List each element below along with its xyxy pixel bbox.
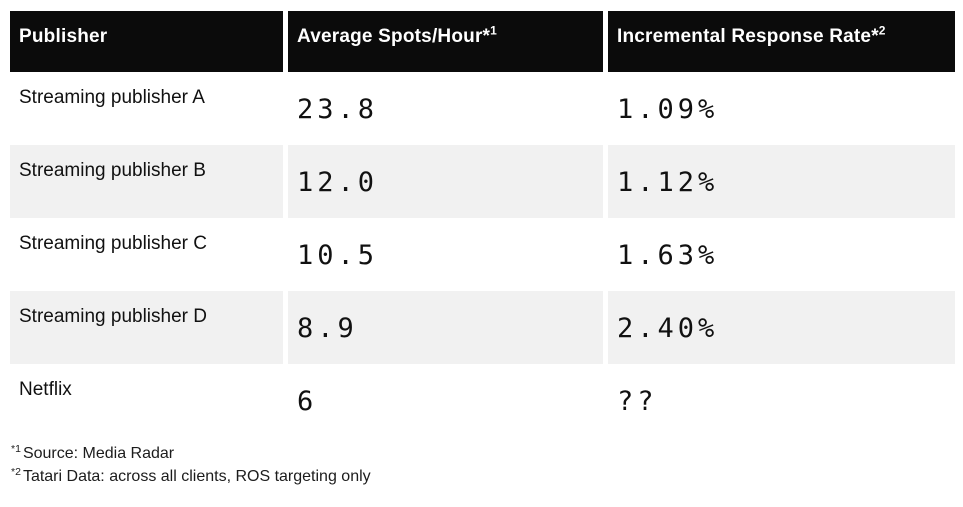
footnote-ref-1: 1 <box>490 23 498 38</box>
spots-per-hour-value: 6 <box>297 386 318 417</box>
response-rate-value: 1.63% <box>617 240 719 271</box>
table-row-netflix-spots: 6 <box>288 364 603 437</box>
spots-per-hour-value: 8.9 <box>297 313 358 344</box>
footnote-tatari-data: *2 Tatari Data: across all clients, ROS t… <box>11 465 371 488</box>
table-row-publisher-a-name: Streaming publisher A <box>10 72 283 145</box>
table-row-publisher-c-name: Streaming publisher C <box>10 218 283 291</box>
header-cell-response-rate: Incremental Response Rate*2 <box>608 11 955 72</box>
response-rate-value: ?? <box>617 386 658 417</box>
table-row-publisher-d-rate: 2.40% <box>608 291 955 364</box>
column-header-label: Publisher <box>19 25 108 47</box>
spots-per-hour-value: 23.8 <box>297 94 379 125</box>
footnotes: *1 Source: Media Radar *2 Tatari Data: acr… <box>11 442 371 488</box>
footnote-text: Tatari Data: across all clients, ROS tar… <box>22 468 371 485</box>
publisher-comparison-table: Publisher Average Spots/Hour*1 Increment… <box>10 11 955 437</box>
table-row-publisher-b-name: Streaming publisher B <box>10 145 283 218</box>
publisher-name: Netflix <box>19 378 72 400</box>
response-rate-value: 1.12% <box>617 167 719 198</box>
table-row-publisher-d-spots: 8.9 <box>288 291 603 364</box>
footnote-marker-1: *1 <box>11 442 21 455</box>
spots-per-hour-value: 10.5 <box>297 240 379 271</box>
footnote-text: Source: Media Radar <box>22 445 175 462</box>
table-row-publisher-a-spots: 23.8 <box>288 72 603 145</box>
table-row-publisher-d-name: Streaming publisher D <box>10 291 283 364</box>
publisher-name: Streaming publisher D <box>19 305 207 327</box>
table-row-publisher-b-spots: 12.0 <box>288 145 603 218</box>
response-rate-value: 1.09% <box>617 94 719 125</box>
table-row-publisher-c-spots: 10.5 <box>288 218 603 291</box>
response-rate-value: 2.40% <box>617 313 719 344</box>
publisher-name: Streaming publisher B <box>19 159 206 181</box>
table-row-netflix-name: Netflix <box>10 364 283 437</box>
header-cell-avg-spots: Average Spots/Hour*1 <box>288 11 603 72</box>
table-row-netflix-rate: ?? <box>608 364 955 437</box>
spots-per-hour-value: 12.0 <box>297 167 379 198</box>
publisher-name: Streaming publisher A <box>19 86 205 108</box>
table-row-publisher-a-rate: 1.09% <box>608 72 955 145</box>
table-row-publisher-b-rate: 1.12% <box>608 145 955 218</box>
header-cell-publisher: Publisher <box>10 11 283 72</box>
footnote-ref-2: 2 <box>878 23 886 38</box>
column-header-label: Incremental Response Rate* <box>617 25 879 47</box>
table-row-publisher-c-rate: 1.63% <box>608 218 955 291</box>
publisher-name: Streaming publisher C <box>19 232 207 254</box>
footnote-source: *1 Source: Media Radar <box>11 442 371 465</box>
column-header-label: Average Spots/Hour* <box>297 25 491 47</box>
footnote-marker-2: *2 <box>11 465 21 478</box>
